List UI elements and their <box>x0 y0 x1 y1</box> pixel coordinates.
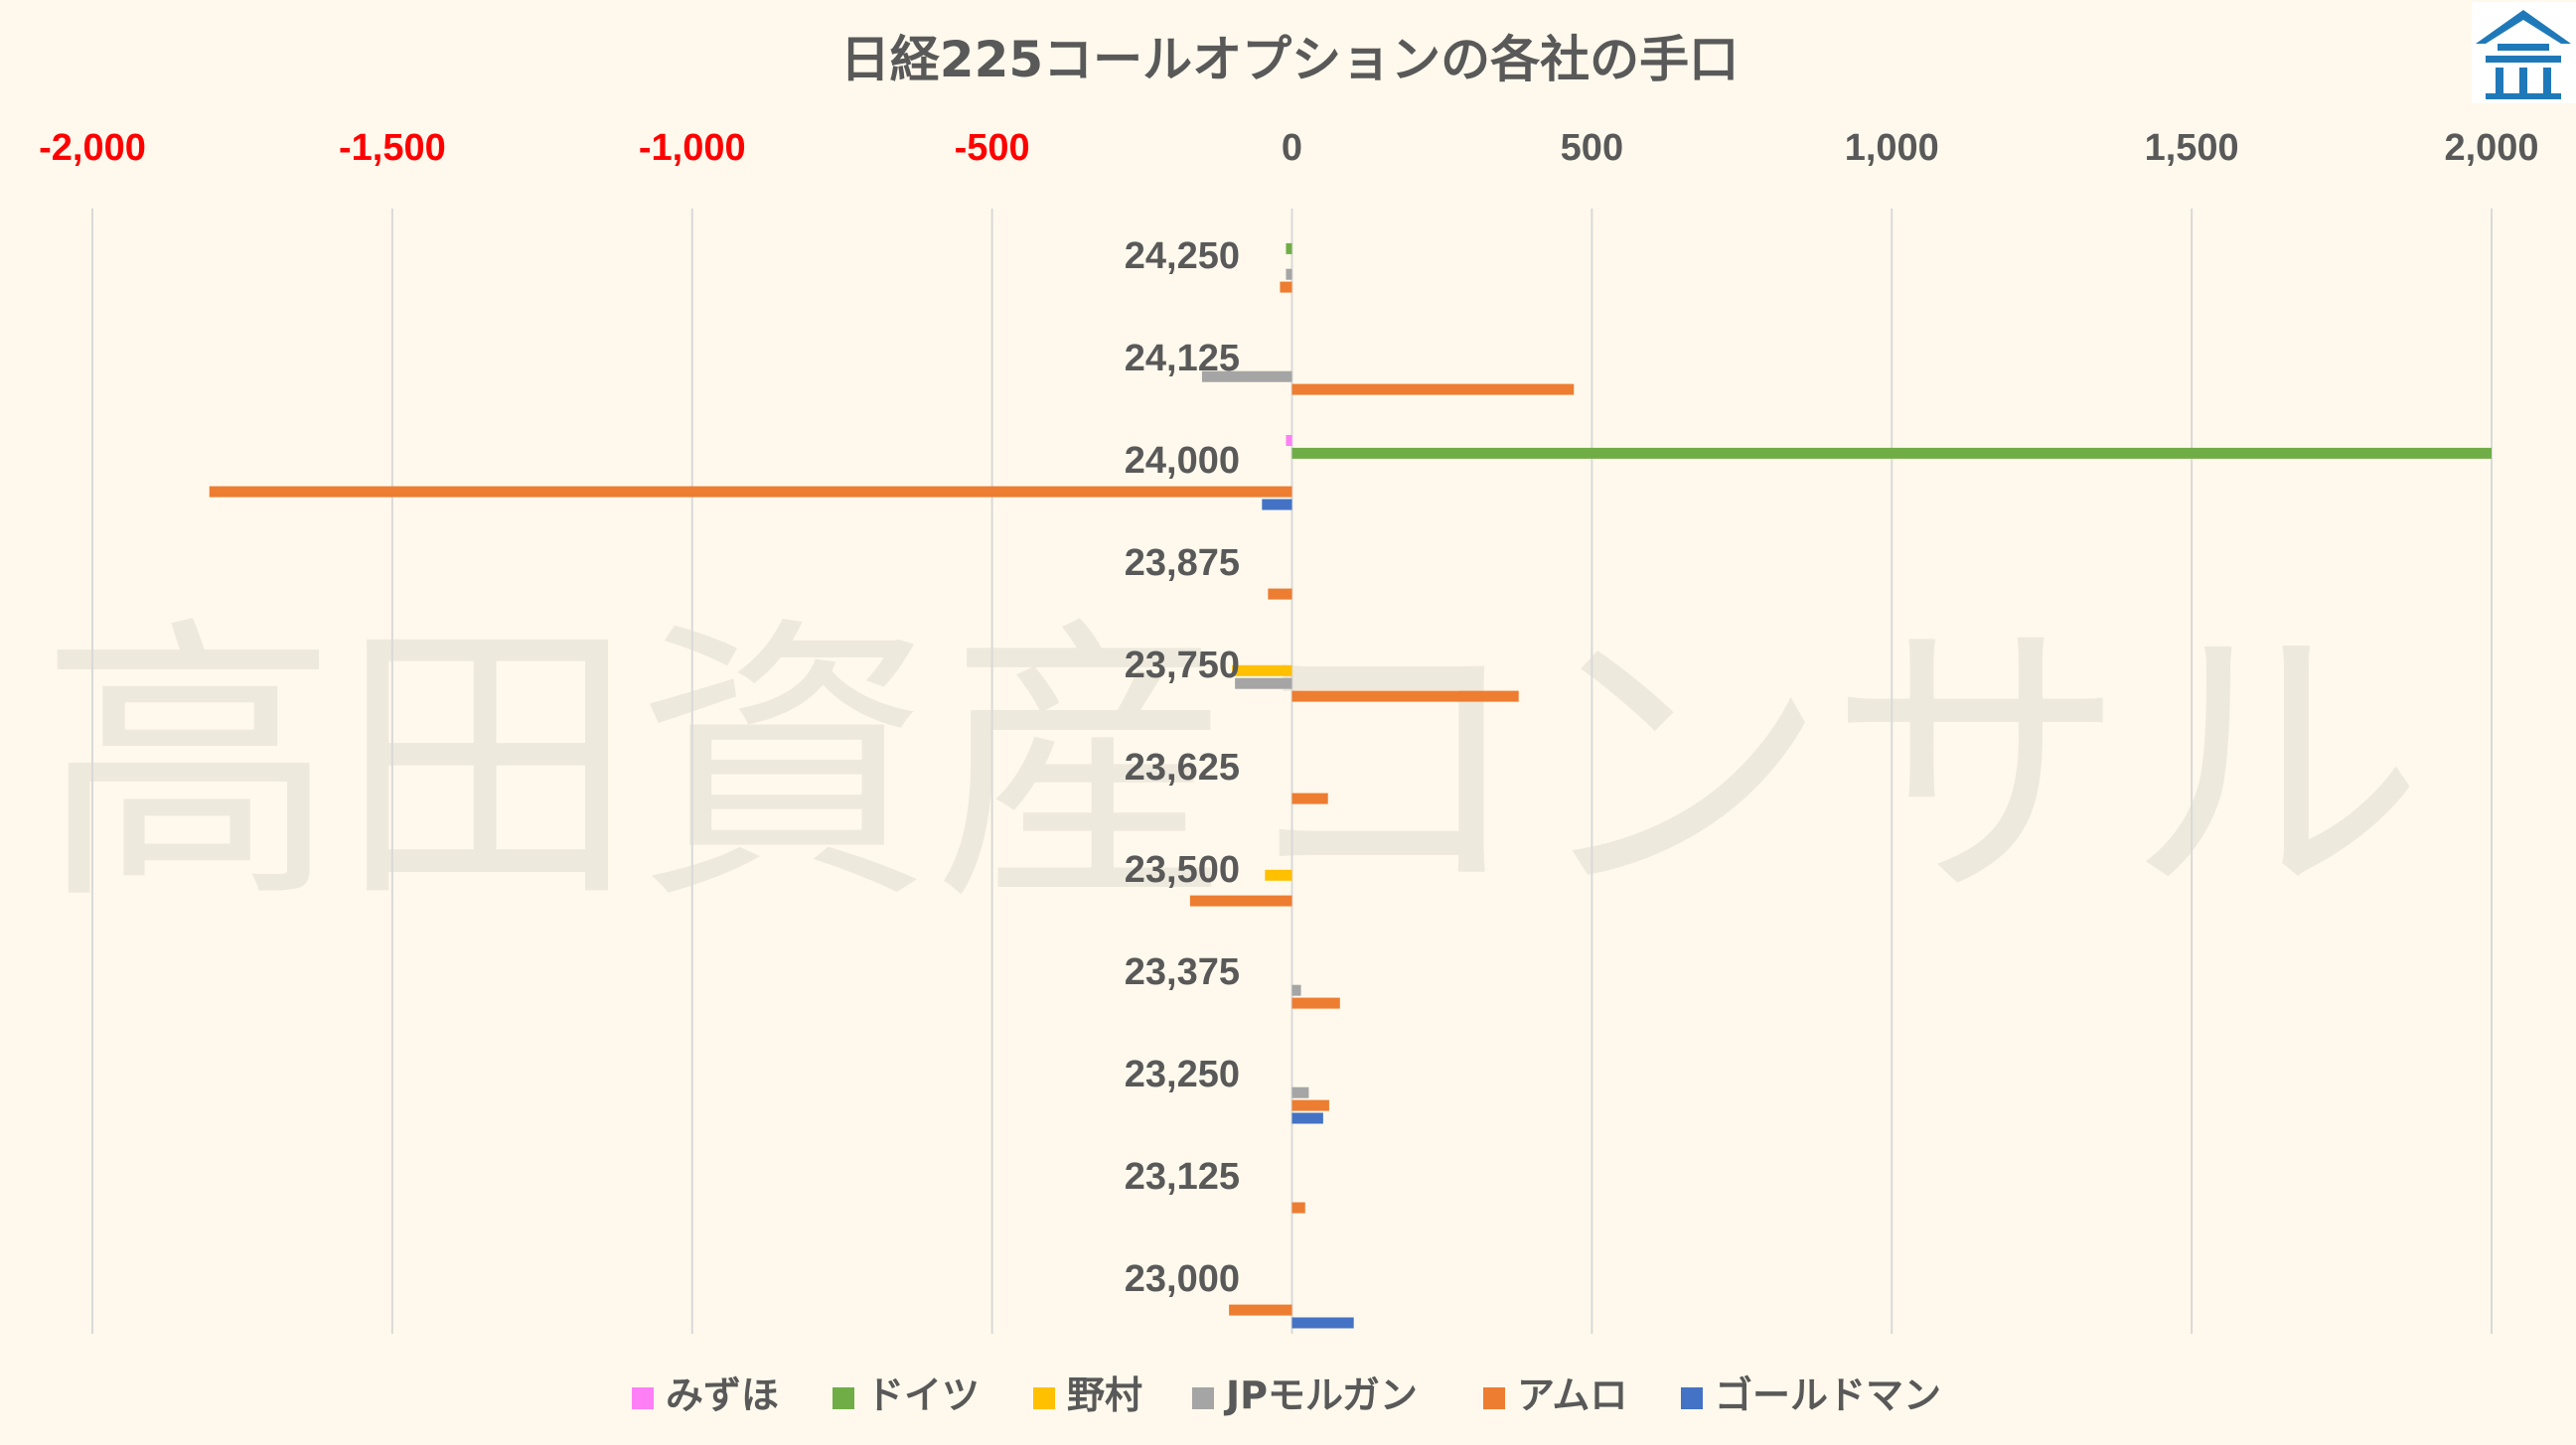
x-tick-label: 500 <box>1561 127 1623 169</box>
gridlines <box>91 209 2493 1334</box>
bar <box>1229 1304 1292 1316</box>
legend-item: 野村 <box>1033 1373 1142 1417</box>
legend-label: 野村 <box>1067 1373 1142 1417</box>
x-tick-label: -1,000 <box>639 127 746 169</box>
bar <box>1291 984 1301 996</box>
bar <box>1268 588 1292 600</box>
bar <box>1291 383 1575 395</box>
legend-item: JPモルガン <box>1192 1373 1418 1417</box>
bar <box>1286 242 1292 254</box>
category-label: 23,875 <box>1125 542 1240 584</box>
bar <box>209 486 1292 498</box>
bar <box>1189 895 1292 907</box>
chart-title: 日経225コールオプションの各社の手口 <box>840 31 1739 88</box>
x-tick-label: -2,000 <box>39 127 146 169</box>
legend-item: みずほ <box>632 1373 779 1417</box>
watermark: 高田資産コンサル <box>40 593 2424 939</box>
legend-item: ドイツ <box>833 1373 980 1417</box>
legend-item: ゴールドマン <box>1681 1373 1941 1417</box>
category-label: 24,125 <box>1125 338 1240 379</box>
category-label: 23,250 <box>1125 1054 1240 1095</box>
x-tick-label: 1,500 <box>2145 127 2239 169</box>
bars <box>209 242 2492 1329</box>
bar <box>1291 1099 1329 1111</box>
category-label: 23,375 <box>1125 951 1240 993</box>
bar <box>1235 677 1292 689</box>
legend-label: アムロ <box>1517 1373 1627 1417</box>
legend-label: JPモルガン <box>1223 1373 1418 1417</box>
x-tick-label: -1,500 <box>339 127 446 169</box>
bar <box>1291 793 1328 804</box>
legend-label: ドイツ <box>866 1373 980 1417</box>
bar <box>1291 447 2492 459</box>
bar <box>1291 690 1519 702</box>
bar <box>1280 281 1292 293</box>
x-tick-label: 2,000 <box>2444 127 2538 169</box>
bar <box>1265 869 1292 881</box>
category-label: 23,750 <box>1125 645 1240 686</box>
bar <box>1291 1317 1354 1329</box>
x-tick-label: 0 <box>1282 127 1302 169</box>
x-tick-label: -500 <box>955 127 1030 169</box>
bar <box>1286 268 1292 280</box>
bar <box>1262 499 1292 510</box>
bar <box>1291 1086 1309 1098</box>
bar <box>1232 664 1292 676</box>
legend-item: アムロ <box>1483 1373 1627 1417</box>
category-label: 24,000 <box>1125 440 1240 482</box>
legend: みずほ ドイツ 野村 JPモルガン アムロ ゴールドマン <box>632 1373 1941 1417</box>
value-axis-labels: -2,000 -1,500 -1,000 -500 0 500 1,000 1,500 2,00… <box>39 127 2538 169</box>
x-tick-label: 1,000 <box>1845 127 1939 169</box>
legend-label: ゴールドマン <box>1715 1373 1941 1417</box>
legend-swatch <box>1483 1387 1505 1409</box>
legend-swatch <box>632 1387 654 1409</box>
legend-swatch <box>1192 1387 1214 1409</box>
legend-swatch <box>1681 1387 1703 1409</box>
category-label: 24,250 <box>1125 235 1240 277</box>
bar <box>1201 370 1292 382</box>
category-label: 23,125 <box>1125 1156 1240 1198</box>
category-label: 23,500 <box>1125 849 1240 891</box>
takada-logo-icon <box>2472 2 2576 103</box>
category-labels: 24,250 24,125 24,000 23,875 23,750 23,625 23,5… <box>1125 235 1240 1300</box>
legend-swatch <box>833 1387 854 1409</box>
bar <box>1286 435 1292 446</box>
category-label: 23,000 <box>1125 1258 1240 1300</box>
bar <box>1291 1202 1305 1214</box>
legend-swatch <box>1033 1387 1055 1409</box>
legend-label: みずほ <box>666 1373 779 1417</box>
bar <box>1291 1112 1323 1124</box>
category-label: 23,625 <box>1125 747 1240 789</box>
bar <box>1291 997 1340 1009</box>
